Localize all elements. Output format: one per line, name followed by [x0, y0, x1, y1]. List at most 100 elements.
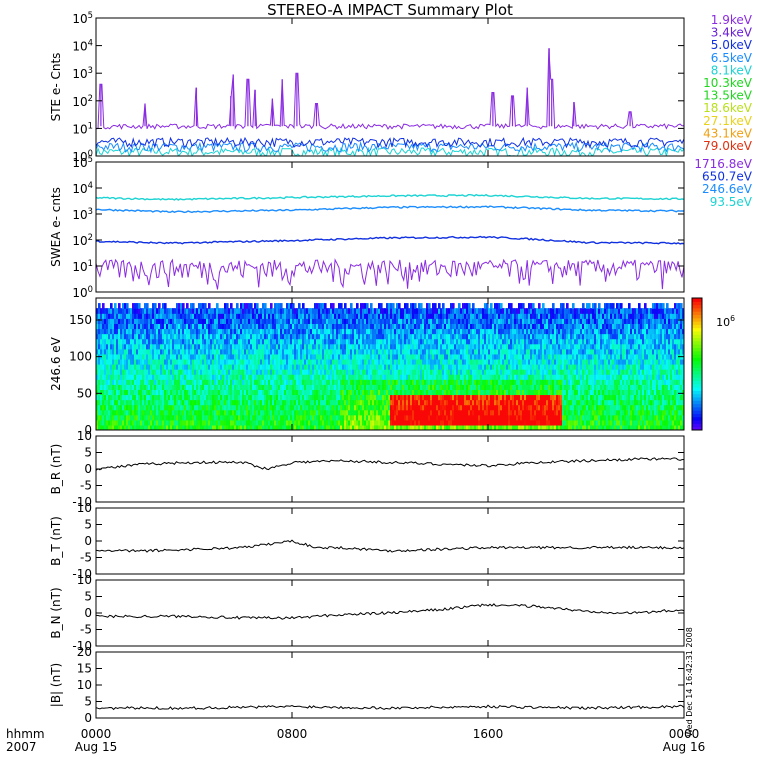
heat-cell [444, 424, 447, 430]
heat-cell [100, 318, 103, 324]
heat-cell [160, 333, 163, 340]
heat-cell [186, 348, 189, 355]
heat-cell [256, 414, 259, 421]
heat-cell [322, 364, 325, 370]
heat-cell [184, 348, 187, 355]
heat-cell [238, 424, 241, 430]
heat-cell [212, 404, 215, 411]
heat-cell [110, 303, 113, 309]
heat-cell [452, 394, 455, 401]
heat-cell [394, 318, 397, 324]
heat-cell [144, 303, 147, 309]
heat-cell [342, 409, 345, 416]
heat-cell [320, 404, 323, 411]
y-tick-label: 105 [72, 154, 93, 170]
heat-cell [302, 404, 305, 411]
heat-cell [104, 338, 107, 345]
heat-cell [254, 328, 257, 335]
heat-cell [214, 424, 217, 430]
heat-cell [304, 374, 307, 380]
heat-cell [240, 424, 243, 430]
heat-cell [244, 358, 247, 365]
heat-cell [376, 399, 379, 406]
heat-cell [410, 333, 413, 340]
heat-cell [114, 358, 117, 365]
heat-cell [238, 409, 241, 416]
heat-cell [352, 409, 355, 416]
heat-cell [176, 348, 179, 355]
heat-cell [176, 338, 179, 345]
heat-cell [136, 404, 139, 411]
heat-cell [408, 308, 411, 314]
heat-cell [432, 313, 435, 319]
heat-cell [282, 399, 285, 406]
heat-cell [116, 394, 119, 401]
heat-cell [398, 323, 401, 330]
heat-cell [486, 348, 489, 355]
heat-cell [248, 389, 251, 396]
heat-cell [242, 353, 245, 360]
heat-cell [380, 389, 383, 396]
heat-cell [240, 399, 243, 406]
heat-cell [160, 313, 163, 319]
heat-cell [126, 409, 129, 416]
heat-cell [356, 313, 359, 319]
heat-cell [378, 338, 381, 345]
heat-cell [116, 338, 119, 345]
heat-cell [254, 323, 257, 330]
heat-cell [292, 424, 295, 430]
heat-cell [384, 353, 387, 360]
heat-cell [462, 318, 465, 324]
heat-cell [418, 414, 421, 421]
heat-cell [402, 353, 405, 360]
heat-cell [138, 389, 141, 396]
heat-cell [328, 343, 331, 350]
heat-cell [356, 318, 359, 324]
heat-cell [280, 379, 283, 385]
heat-cell [360, 419, 363, 426]
heat-cell [136, 343, 139, 350]
heat-cell [292, 313, 295, 319]
heat-cell [378, 384, 381, 390]
heat-cell [370, 313, 373, 319]
heat-cell [336, 394, 339, 401]
heat-cell [148, 399, 151, 406]
heat-cell [142, 404, 145, 411]
heat-cell [412, 384, 415, 390]
heat-cell [196, 399, 199, 406]
heat-cell [204, 404, 207, 411]
heat-cell [236, 313, 239, 319]
heat-cell [198, 364, 201, 370]
heat-cell [204, 394, 207, 401]
heat-cell [238, 389, 241, 396]
heat-cell [466, 424, 469, 430]
heat-cell [216, 424, 219, 430]
heat-cell [410, 338, 413, 345]
heat-cell [158, 343, 161, 350]
heat-cell [132, 394, 135, 401]
heat-cell [106, 409, 109, 416]
heat-cell [364, 404, 367, 411]
heat-cell [232, 419, 235, 426]
heat-cell [352, 353, 355, 360]
heat-cell [398, 333, 401, 340]
heat-cell [146, 389, 149, 396]
heat-cell [372, 404, 375, 411]
heat-cell [298, 389, 301, 396]
heat-cell [428, 369, 431, 375]
heat-cell [328, 313, 331, 319]
heat-cell [308, 323, 311, 330]
heat-cell [318, 414, 321, 421]
heat-cell [314, 328, 317, 335]
heat-cell [398, 358, 401, 365]
heat-cell [242, 343, 245, 350]
heat-cell [320, 353, 323, 360]
heat-cell [208, 353, 211, 360]
heat-cell [152, 409, 155, 416]
heat-cell [250, 409, 253, 416]
heat-cell [480, 348, 483, 355]
heat-cell [208, 308, 211, 314]
heat-cell [348, 419, 351, 426]
heat-cell [176, 333, 179, 340]
heat-cell [474, 318, 477, 324]
